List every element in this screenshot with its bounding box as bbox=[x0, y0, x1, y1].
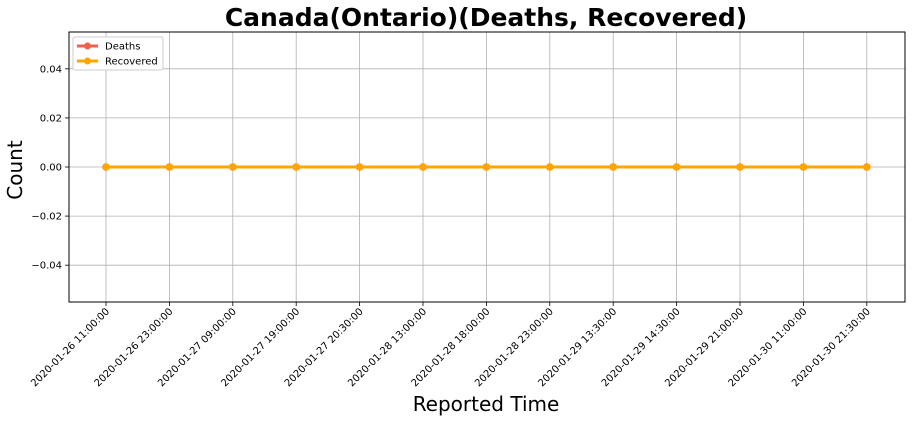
data-point-recovered bbox=[736, 163, 744, 171]
data-point-recovered bbox=[102, 163, 110, 171]
chart-title: Canada(Ontario)(Deaths, Recovered) bbox=[225, 3, 747, 32]
legend-label-deaths: Deaths bbox=[105, 42, 140, 53]
y-tick-label: −0.04 bbox=[31, 261, 62, 272]
data-point-recovered bbox=[863, 163, 871, 171]
data-point-recovered bbox=[355, 163, 364, 171]
y-tick-label: 0.04 bbox=[40, 64, 62, 75]
data-point-recovered bbox=[672, 163, 681, 171]
y-tick-label: 0.02 bbox=[40, 113, 62, 124]
y-tick-label: 0.00 bbox=[40, 163, 62, 174]
data-point-recovered bbox=[546, 163, 554, 171]
legend-swatch-marker bbox=[84, 42, 91, 50]
y-tick-label: −0.02 bbox=[31, 212, 62, 223]
data-point-recovered bbox=[292, 163, 301, 171]
data-point-recovered bbox=[419, 163, 427, 171]
legend: Deaths Recovered bbox=[72, 36, 164, 71]
legend-swatch-marker bbox=[84, 57, 91, 65]
legend-label-recovered: Recovered bbox=[105, 57, 158, 68]
series-group bbox=[102, 163, 871, 171]
x-axis-label: Reported Time bbox=[413, 392, 560, 416]
data-point-recovered bbox=[609, 163, 617, 171]
data-point-recovered bbox=[799, 163, 808, 171]
data-point-recovered bbox=[229, 163, 237, 171]
data-point-recovered bbox=[165, 163, 174, 171]
data-point-recovered bbox=[482, 163, 491, 171]
y-axis-label: Count bbox=[3, 140, 27, 200]
y-axis: −0.04 −0.02 0.00 0.02 0.04 bbox=[31, 64, 69, 272]
